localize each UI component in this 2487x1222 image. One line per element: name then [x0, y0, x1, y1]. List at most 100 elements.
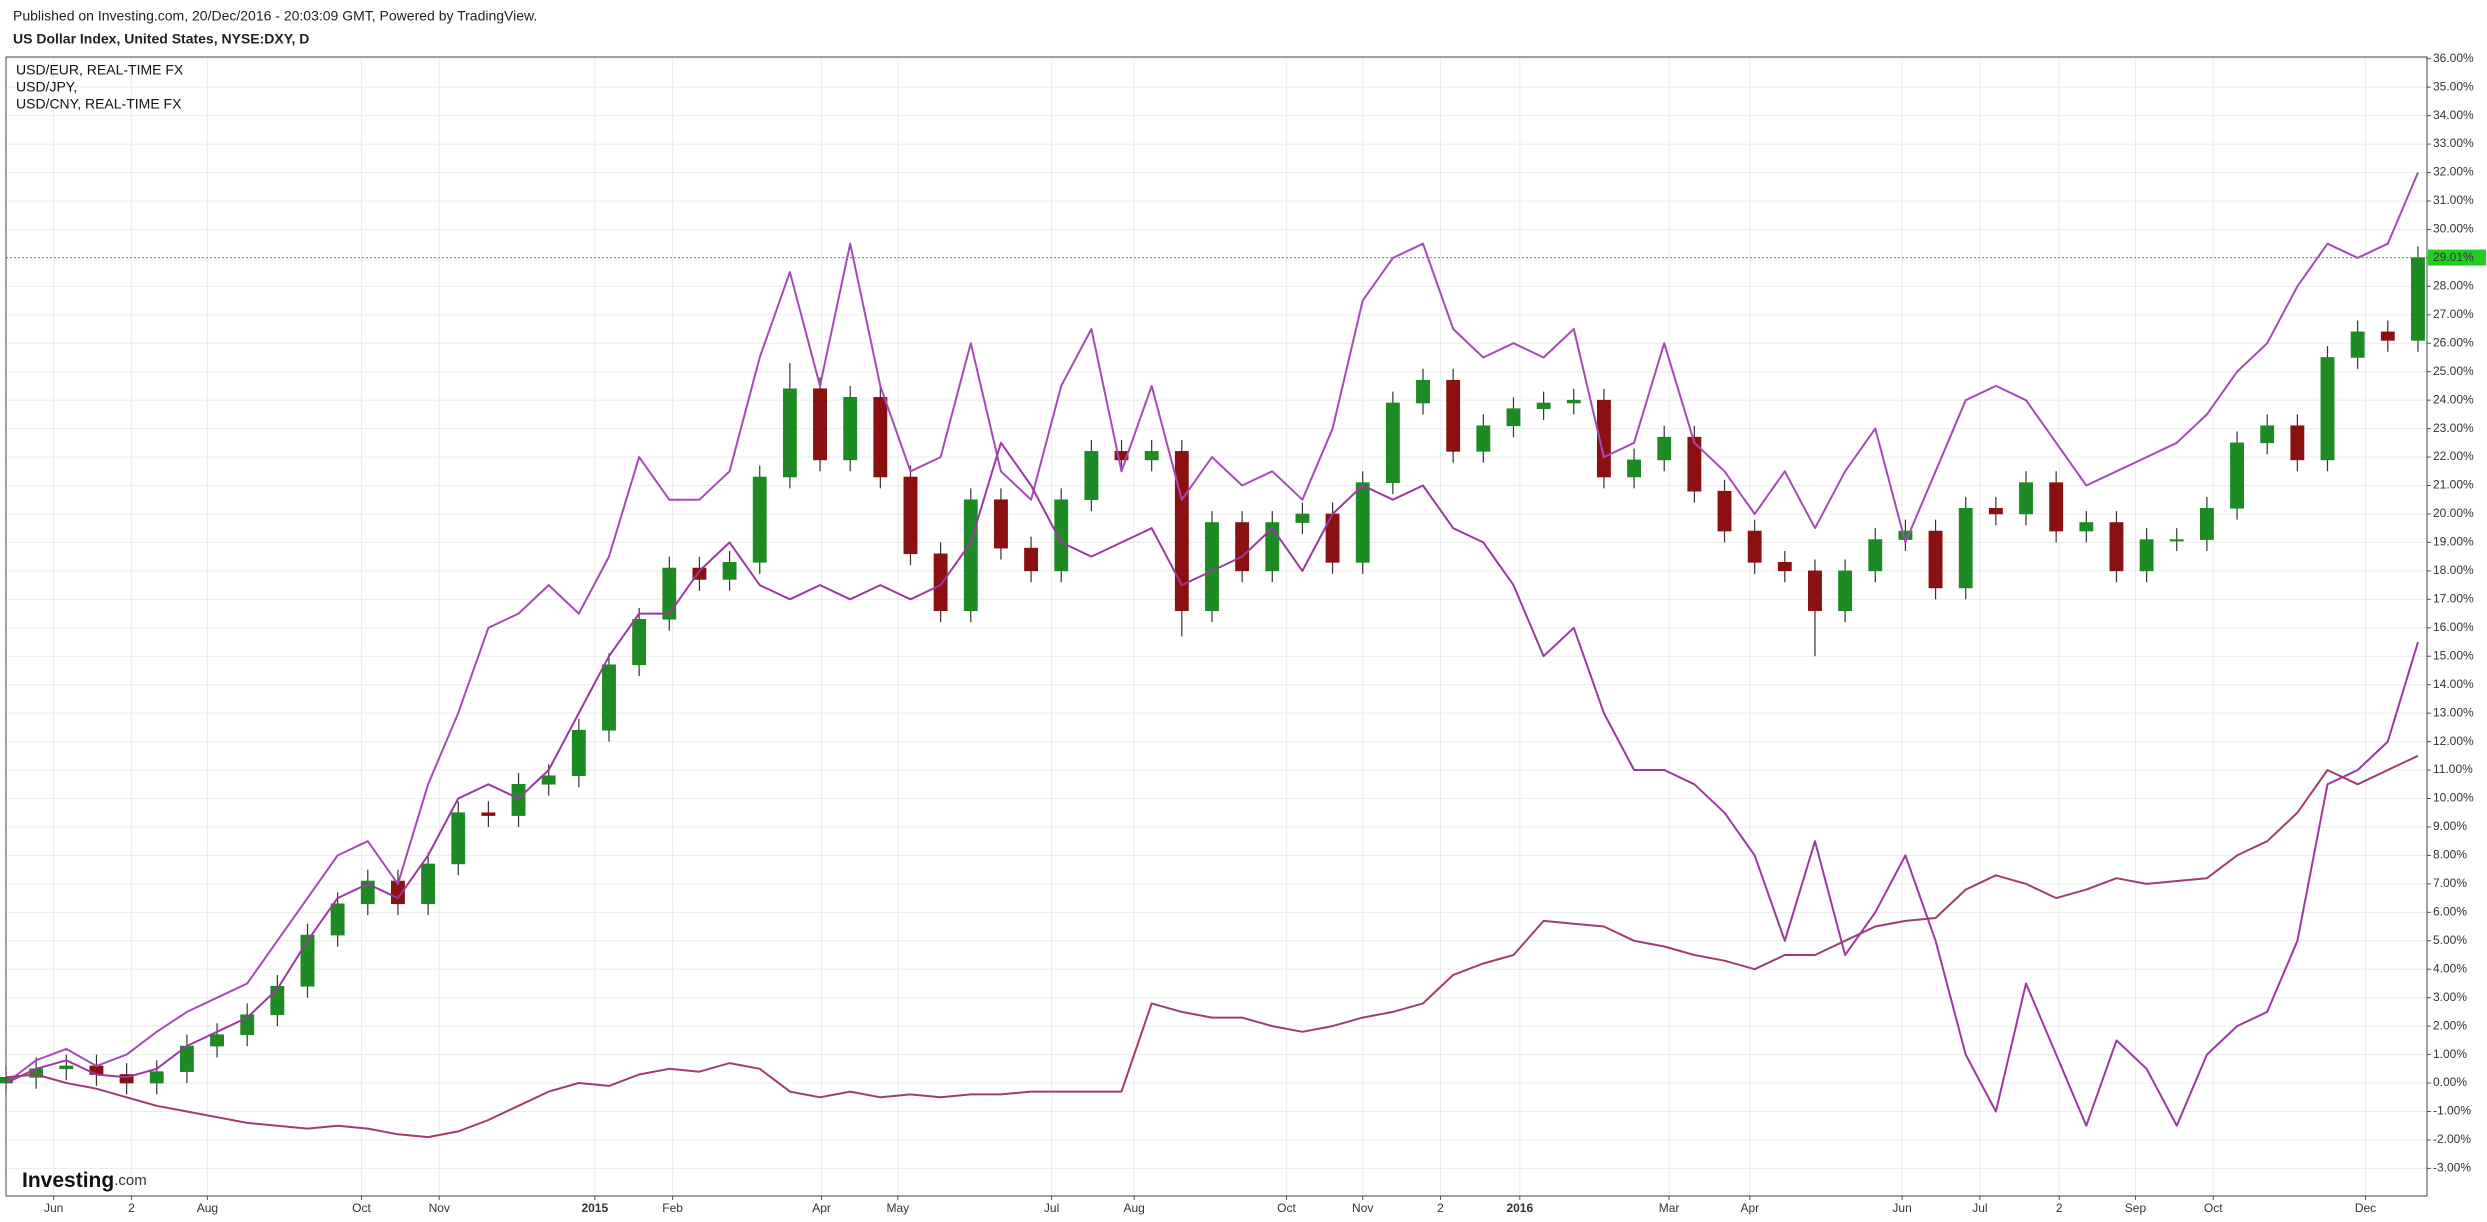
candle-body: [843, 397, 858, 461]
x-tick-label: Jun: [1892, 1201, 1911, 1215]
candle-body: [662, 567, 677, 620]
candle-body: [481, 812, 496, 816]
candle-body: [632, 618, 647, 666]
x-tick-label: Nov: [1352, 1201, 1373, 1215]
candle-body: [873, 397, 888, 478]
candle-body: [451, 812, 466, 865]
y-tick-label: 11.00%: [2433, 762, 2473, 776]
x-tick-label: Dec: [2355, 1201, 2376, 1215]
y-tick-label: 3.00%: [2433, 990, 2467, 1004]
candle-body: [270, 985, 285, 1016]
candle-body: [1385, 402, 1400, 483]
candle-body: [1988, 507, 2003, 515]
watermark: Investing.com: [22, 1169, 147, 1192]
x-tick-label: 2015: [581, 1201, 608, 1215]
x-tick-label: Feb: [662, 1201, 683, 1215]
x-tick-label: Oct: [352, 1201, 371, 1215]
candle-body: [1084, 451, 1099, 501]
legend-label: USD/CNY, REAL-TIME FX: [16, 96, 182, 112]
candle-body: [2290, 425, 2305, 461]
candle-body: [1295, 513, 1310, 523]
grid: [6, 57, 2427, 1196]
candle-body: [2169, 539, 2184, 542]
series-line: [5, 172, 2419, 1084]
y-tick-label: 14.00%: [2433, 677, 2474, 691]
x-tick-label: Sep: [2125, 1201, 2147, 1215]
watermark-brand: Investing: [22, 1169, 114, 1192]
axes: -3.00% -2.00% -1.00% 0.00% 1.00% 2.00% 3.00% 4.…: [5, 51, 2486, 1215]
candle-body: [722, 562, 737, 580]
y-tick-label: 22.00%: [2433, 449, 2474, 463]
y-tick-label: 28.00%: [2433, 279, 2474, 293]
y-tick-label: 26.00%: [2433, 335, 2474, 349]
candle-body: [2320, 357, 2335, 461]
y-tick-label: 12.00%: [2433, 734, 2474, 748]
series-line: [5, 754, 2419, 1139]
x-tick-label: Mar: [1659, 1201, 1680, 1215]
candle-body: [1174, 451, 1189, 612]
candle-body: [752, 476, 767, 563]
x-tick-label: Nov: [429, 1201, 450, 1215]
candle-body: [1958, 507, 1973, 589]
plot-area: [0, 172, 2427, 1139]
y-tick-label: 19.00%: [2433, 535, 2474, 549]
y-tick-label: 5.00%: [2433, 933, 2467, 947]
y-tick-label: 24.00%: [2433, 392, 2474, 406]
y-tick-label: 25.00%: [2433, 364, 2474, 378]
candle-body: [1355, 482, 1370, 563]
candle-body: [2049, 482, 2064, 532]
y-tick-label: 4.00%: [2433, 961, 2467, 975]
y-tick-label: 35.00%: [2433, 79, 2474, 93]
candle-body: [2079, 522, 2094, 532]
y-tick-label: 2.00%: [2433, 1018, 2467, 1032]
legend-label: USD/JPY,: [16, 79, 77, 95]
y-tick-label: 33.00%: [2433, 136, 2474, 150]
candle-body: [1747, 530, 1762, 563]
y-tick-label: -3.00%: [2433, 1161, 2471, 1175]
candle-body: [1024, 547, 1039, 572]
y-tick-label: -1.00%: [2433, 1104, 2471, 1118]
candle-body: [1717, 490, 1732, 532]
y-tick-label: 0.00%: [2433, 1075, 2467, 1089]
candle-body: [1054, 499, 1069, 572]
candle-body: [1235, 522, 1250, 572]
y-tick-label: 15.00%: [2433, 648, 2474, 662]
candle-body: [2350, 331, 2365, 358]
x-tick-label: 2016: [1506, 1201, 1533, 1215]
x-tick-label: Aug: [1124, 1201, 1145, 1215]
x-tick-label: 2: [1437, 1201, 1444, 1215]
candle-body: [993, 499, 1008, 549]
candle-body: [1838, 570, 1853, 612]
candle-body: [119, 1074, 134, 1084]
candle-body: [692, 567, 707, 580]
series-line: [5, 441, 2419, 1127]
candle-body: [1536, 402, 1551, 409]
candle-body: [2109, 522, 2124, 572]
candle-body: [1205, 522, 1219, 612]
price-tag: [2428, 249, 2486, 266]
candle-body: [59, 1065, 74, 1070]
y-tick-label: 36.00%: [2433, 51, 2474, 65]
x-tick-label: 2: [128, 1201, 135, 1215]
y-tick-label: 21.00%: [2433, 478, 2474, 492]
candle-body: [2199, 507, 2214, 540]
legend-label: USD/EUR, REAL-TIME FX: [16, 62, 184, 78]
candle-body: [1476, 425, 1491, 452]
candle-body: [782, 388, 797, 478]
candle-body: [149, 1071, 164, 1084]
x-tick-label: Oct: [2204, 1201, 2223, 1215]
candle-body: [602, 664, 616, 731]
candle-body: [1144, 451, 1159, 461]
candle-body: [1627, 459, 1642, 478]
x-tick-label: Apr: [1740, 1201, 1759, 1215]
y-tick-label: 17.00%: [2433, 591, 2474, 605]
candle-body: [1114, 451, 1129, 461]
candle-body: [1808, 570, 1822, 612]
y-tick-label: 18.00%: [2433, 563, 2474, 577]
y-tick-label: 9.00%: [2433, 819, 2467, 833]
x-tick-label: Apr: [812, 1201, 831, 1215]
candle-body: [933, 553, 948, 612]
candle-body: [903, 476, 918, 555]
